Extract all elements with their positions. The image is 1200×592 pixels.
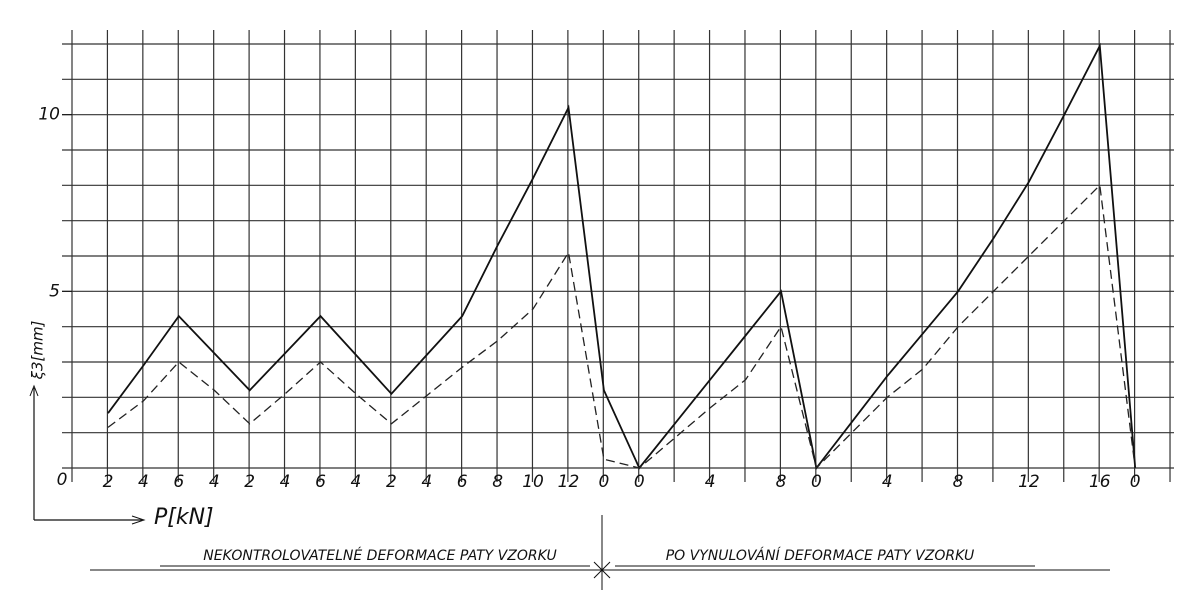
x-tick-label: 6 [457,472,468,492]
plot [107,42,1137,471]
x-tick-label: 0 [634,472,645,492]
x-tick-label: 8 [492,472,503,492]
y-tick-label: 5 [49,281,60,301]
x-tick-label: 0 [1130,472,1141,492]
series-line [107,42,1137,471]
x-tick-label: 0 [598,472,609,492]
x-tick-label: 4 [705,472,716,492]
series-line [107,183,1136,470]
section-label: NEKONTROLOVATELNÉ DEFORMACE PATY VZORKU [203,547,557,564]
x-tick-label: 0 [811,472,822,492]
y-arrowhead [29,384,39,397]
x-tick-label: 6 [173,472,184,492]
x-tick-label: 8 [776,472,787,492]
x-arrowhead [131,515,146,525]
origin-label: 0 [57,470,68,490]
x-tick-label: 6 [315,472,326,492]
x-tick-label: 8 [953,472,964,492]
x-tick-label: 12 [558,472,580,492]
x-tick-label: 4 [882,472,893,492]
divider-mark [593,561,611,579]
x-axis-label: P[kN] [154,505,214,530]
y-tick-label: 10 [38,105,60,125]
x-tick-label: 2 [386,472,397,492]
x-tick-label: 2 [103,472,114,492]
x-tick-label: 4 [209,472,220,492]
x-tick-label: 10 [522,472,544,492]
x-tick-label: 2 [244,472,255,492]
x-tick-label: 4 [280,472,291,492]
section-label: PO VYNULOVÁNÍ DEFORMACE PATY VZORKU [666,547,975,564]
x-tick-label: 4 [351,472,362,492]
x-tick-label: 12 [1018,472,1040,492]
grid [62,30,1174,482]
x-tick-label: 4 [421,472,432,492]
y-axis-label: ξ3[mm] [29,320,47,380]
x-tick-label: 16 [1089,472,1111,492]
x-tick-label: 4 [138,472,149,492]
